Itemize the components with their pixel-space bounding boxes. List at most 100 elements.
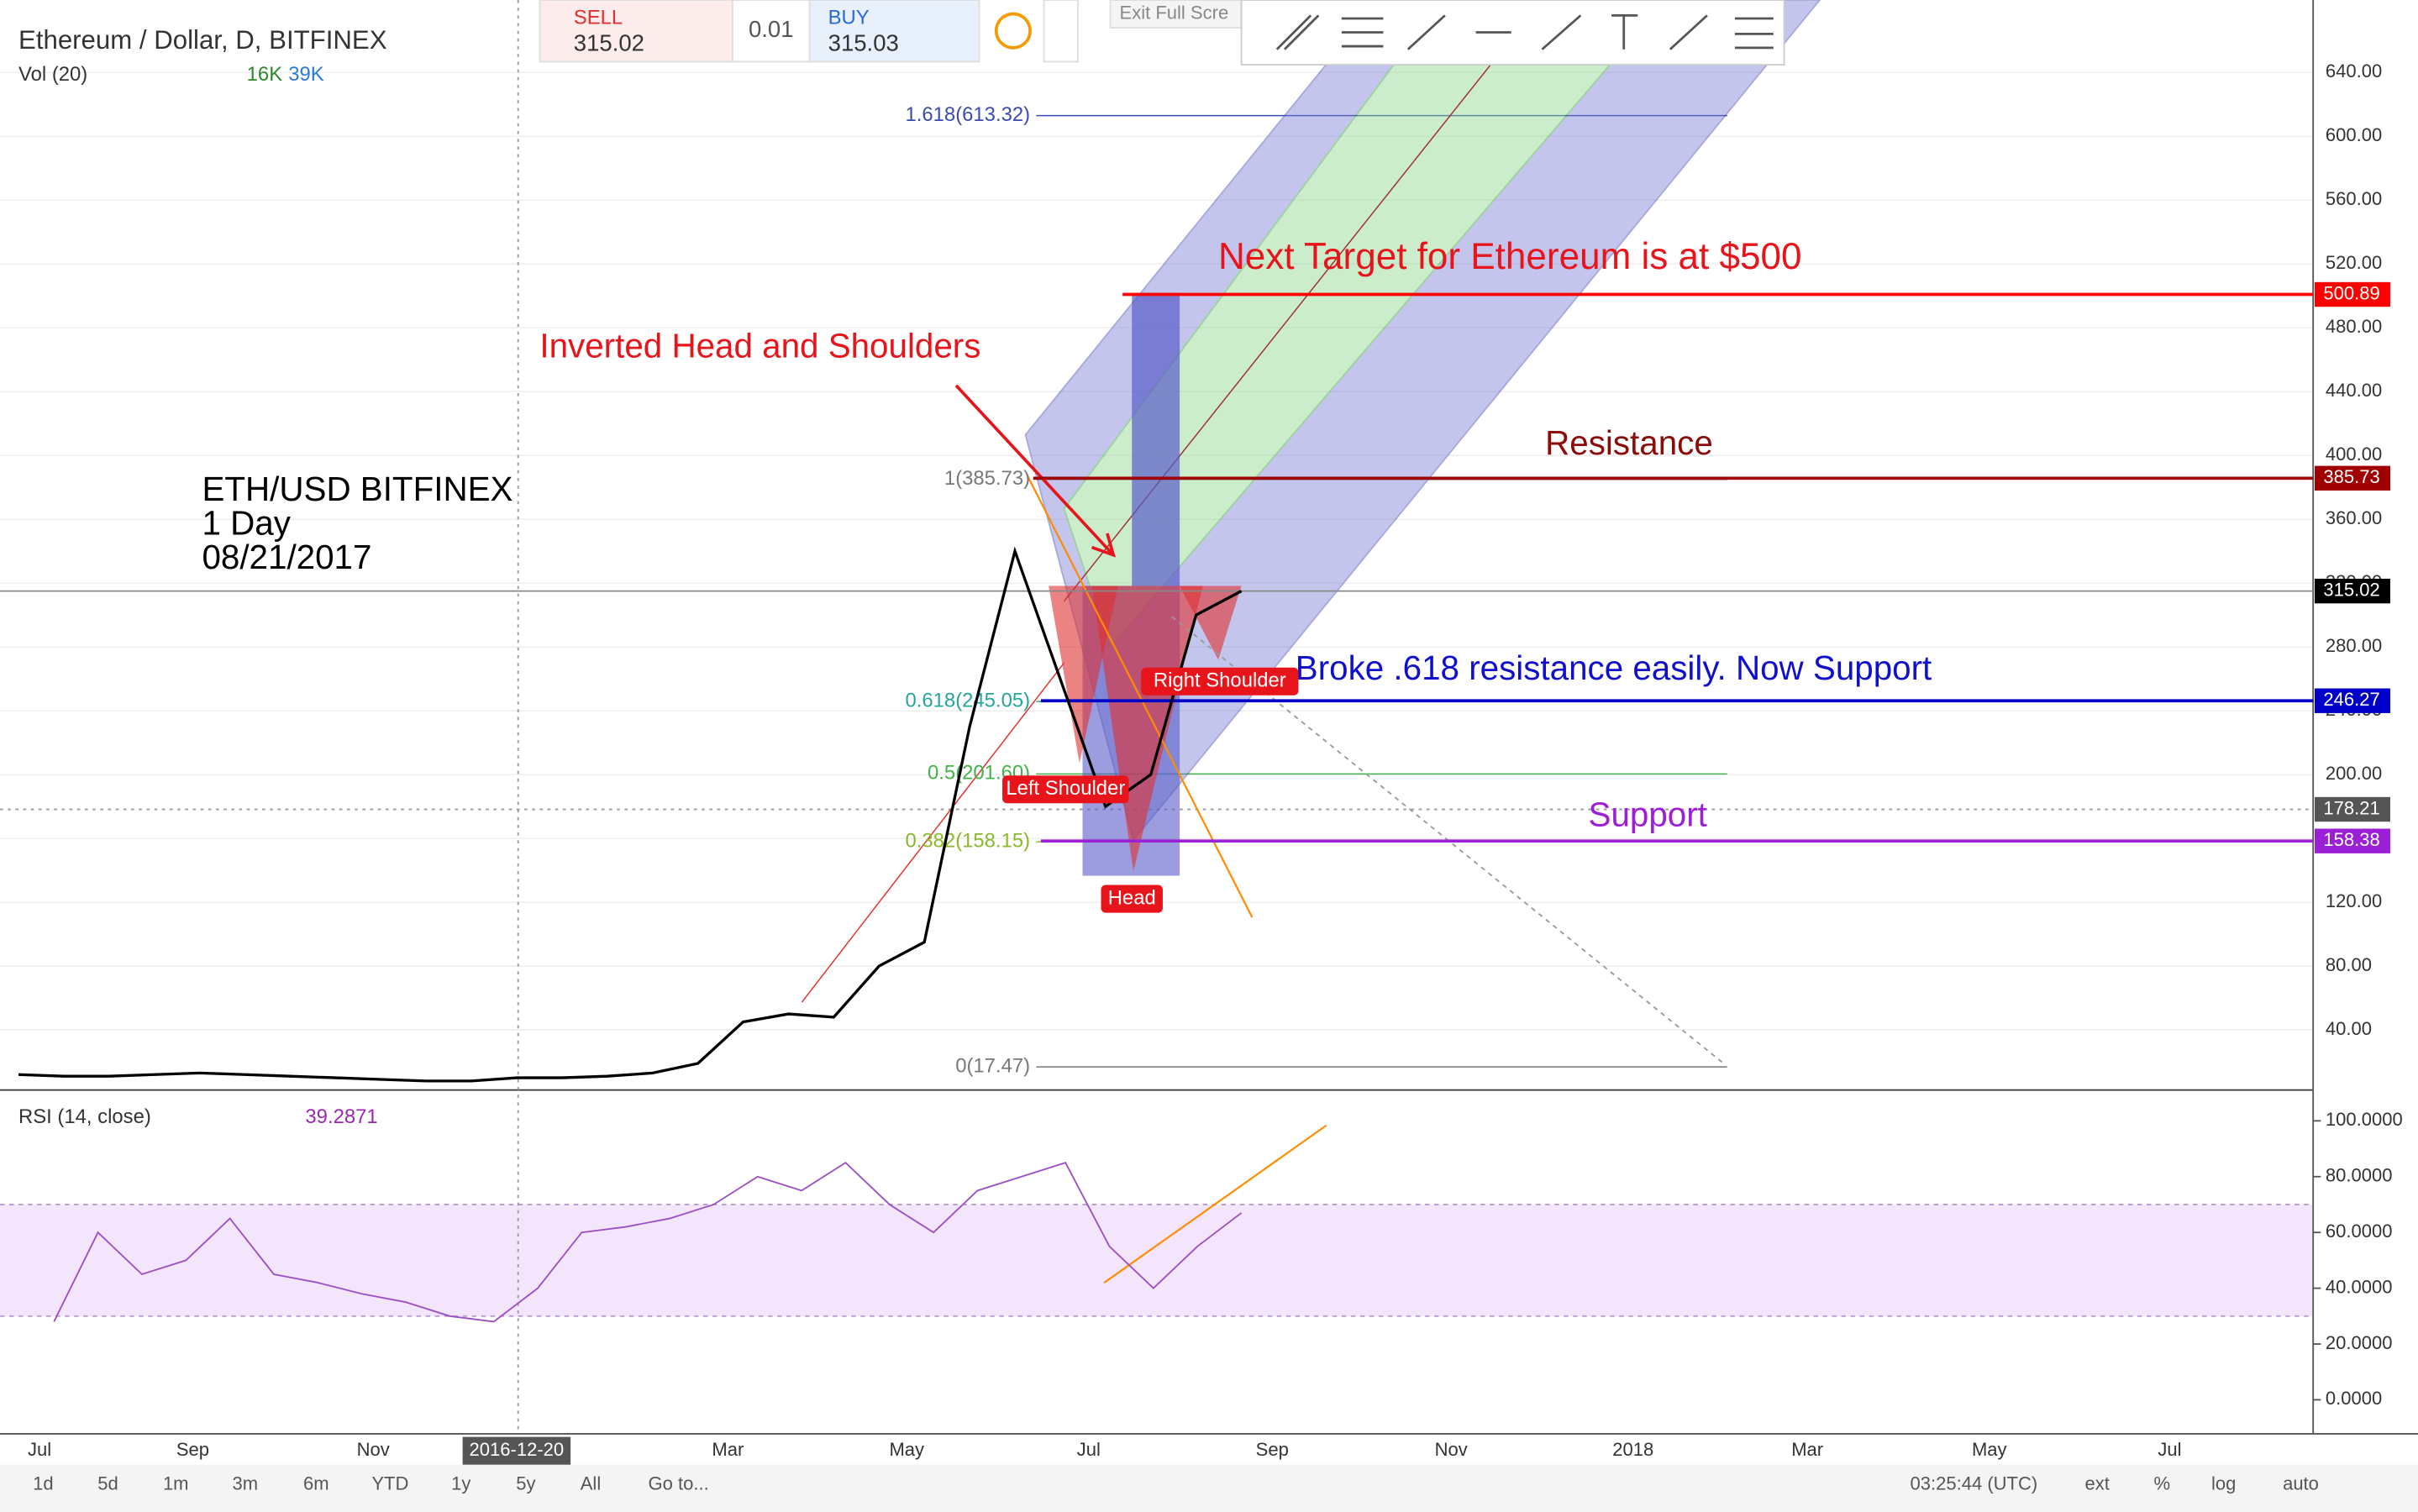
tool-icon[interactable]: [1406, 14, 1446, 50]
annotation: ETH/USD BITFINEX: [202, 470, 513, 508]
price-badge: [2315, 578, 2390, 604]
range-button[interactable]: All: [581, 1473, 601, 1494]
fib-label: 1.618(613.32): [906, 103, 1031, 126]
sell-price: 315.02: [574, 29, 644, 55]
rsi-tick-label: 0.0000: [2326, 1388, 2382, 1409]
rsi-line: [53, 1162, 1243, 1323]
rsi-tick-label: 100.0000: [2326, 1109, 2403, 1130]
qty-stepper[interactable]: [1043, 0, 1079, 63]
price-line: [18, 546, 1243, 1083]
pattern-label: Right Shoulder: [1154, 669, 1286, 692]
annotation: 08/21/2017: [202, 538, 371, 576]
scale-option[interactable]: %: [2154, 1473, 2171, 1494]
sell-label: SELL: [574, 6, 623, 29]
fullscreen-button[interactable]: [1109, 0, 1243, 29]
rsi-tick-label: 20.0000: [2326, 1332, 2393, 1353]
sell-button[interactable]: [539, 0, 733, 63]
price-tick-label: 200.00: [2326, 763, 2382, 784]
price-badge-label: 315.02: [2323, 579, 2379, 600]
fib-label: 0.618(245.05): [906, 689, 1031, 711]
range-button[interactable]: 5d: [97, 1473, 118, 1494]
scale-option[interactable]: ext: [2085, 1473, 2110, 1494]
range-button[interactable]: 1m: [163, 1473, 189, 1494]
range-button[interactable]: 1y: [451, 1473, 470, 1494]
price-badge-label: 178.21: [2323, 797, 2379, 818]
rsi-value: 39.2871: [305, 1105, 377, 1128]
pattern-label: Left Shoulder: [1006, 777, 1125, 800]
time-tick-label: Jul: [28, 1439, 51, 1460]
tool-icon[interactable]: [1611, 13, 1638, 50]
price-badge-label: 246.27: [2323, 689, 2379, 710]
time-tick-label: May: [889, 1439, 924, 1460]
time-tick-label: Nov: [357, 1439, 390, 1460]
time-tick-label: May: [1972, 1439, 2007, 1460]
price-badge: [2315, 688, 2390, 713]
time-tick-label: Sep: [1256, 1439, 1289, 1460]
trend-line: [1026, 474, 1254, 918]
pattern-label: Head: [1108, 886, 1156, 909]
volume-value: 39K: [288, 63, 324, 86]
price-badge-label: 385.73: [2323, 466, 2379, 487]
rsi-title: RSI (14, close): [18, 1105, 151, 1128]
time-tick-label: Mar: [712, 1439, 744, 1460]
price-badge: [2315, 796, 2390, 822]
time-tick-label: 2016-12-20: [470, 1439, 565, 1460]
arrow-head: [1091, 533, 1116, 558]
clock: 03:25:44 (UTC): [1911, 1473, 2038, 1494]
price-tick-label: 520.00: [2326, 252, 2382, 273]
time-tick-label: Jul: [2158, 1439, 2181, 1460]
price-tick-label: 280.00: [2326, 635, 2382, 656]
annotation: 1 Day: [202, 504, 291, 543]
scale-option[interactable]: auto: [2283, 1473, 2319, 1494]
trade-widget: SELL 315.02 0.01 BUY 315.03: [539, 0, 1079, 63]
annotation: Broke .618 resistance easily. Now Suppor…: [1296, 648, 1932, 687]
tool-icon[interactable]: [1275, 14, 1320, 50]
rsi-trend-line: [1103, 1124, 1327, 1284]
price-tick-label: 440.00: [2326, 380, 2382, 401]
range-button[interactable]: 1d: [33, 1473, 54, 1494]
tool-icon[interactable]: [1541, 14, 1582, 50]
target-box: [1132, 292, 1180, 586]
fib-label: 1(385.73): [944, 467, 1030, 490]
range-button[interactable]: 5y: [516, 1473, 535, 1494]
symbol-title: Ethereum / Dollar, D, BITFINEX: [18, 25, 387, 55]
price-tick-label: 600.00: [2326, 124, 2382, 145]
price-tick-label: 640.00: [2326, 60, 2382, 81]
pattern-label-bg: [1141, 667, 1299, 696]
scale-option[interactable]: log: [2211, 1473, 2236, 1494]
price-tick-label: 360.00: [2326, 507, 2382, 528]
tool-icon[interactable]: [1341, 17, 1384, 48]
price-tick-label: 480.00: [2326, 316, 2382, 337]
price-badge-label: 158.38: [2323, 829, 2379, 850]
tool-icon[interactable]: [1734, 17, 1774, 50]
volume-value: 16K: [247, 63, 283, 86]
pattern-label-bg: [1002, 775, 1129, 804]
toolbar: [1240, 0, 1785, 66]
volume-label: Vol (20): [18, 63, 87, 86]
buy-price: 315.03: [828, 29, 899, 55]
price-badge: [2315, 828, 2390, 853]
drawing-toolbar: [1240, 0, 1785, 66]
fib-label: 0(17.47): [955, 1054, 1030, 1077]
tool-icon[interactable]: [1669, 14, 1708, 50]
range-button[interactable]: 6m: [303, 1473, 329, 1494]
time-tick-label: Nov: [1435, 1439, 1468, 1460]
time-tick-label: Sep: [176, 1439, 209, 1460]
rsi-band: [0, 1204, 2314, 1316]
price-badge: [2315, 281, 2390, 307]
arrow: [954, 384, 1115, 557]
info-icon[interactable]: [994, 12, 1032, 50]
right-shoulder-shape: [1180, 585, 1242, 660]
pattern-label-bg: [1101, 885, 1163, 913]
rsi-tick-label: 60.0000: [2326, 1221, 2393, 1242]
annotation: Inverted Head and Shoulders: [539, 326, 980, 365]
range-button[interactable]: YTD: [371, 1473, 408, 1494]
buy-button[interactable]: [808, 0, 980, 63]
range-button[interactable]: Go to...: [649, 1473, 709, 1494]
rsi-tick-label: 80.0000: [2326, 1165, 2393, 1186]
price-badge: [2315, 465, 2390, 491]
trend-line: [801, 662, 1065, 1003]
range-button[interactable]: 3m: [233, 1473, 259, 1494]
buy-label: BUY: [828, 6, 870, 29]
